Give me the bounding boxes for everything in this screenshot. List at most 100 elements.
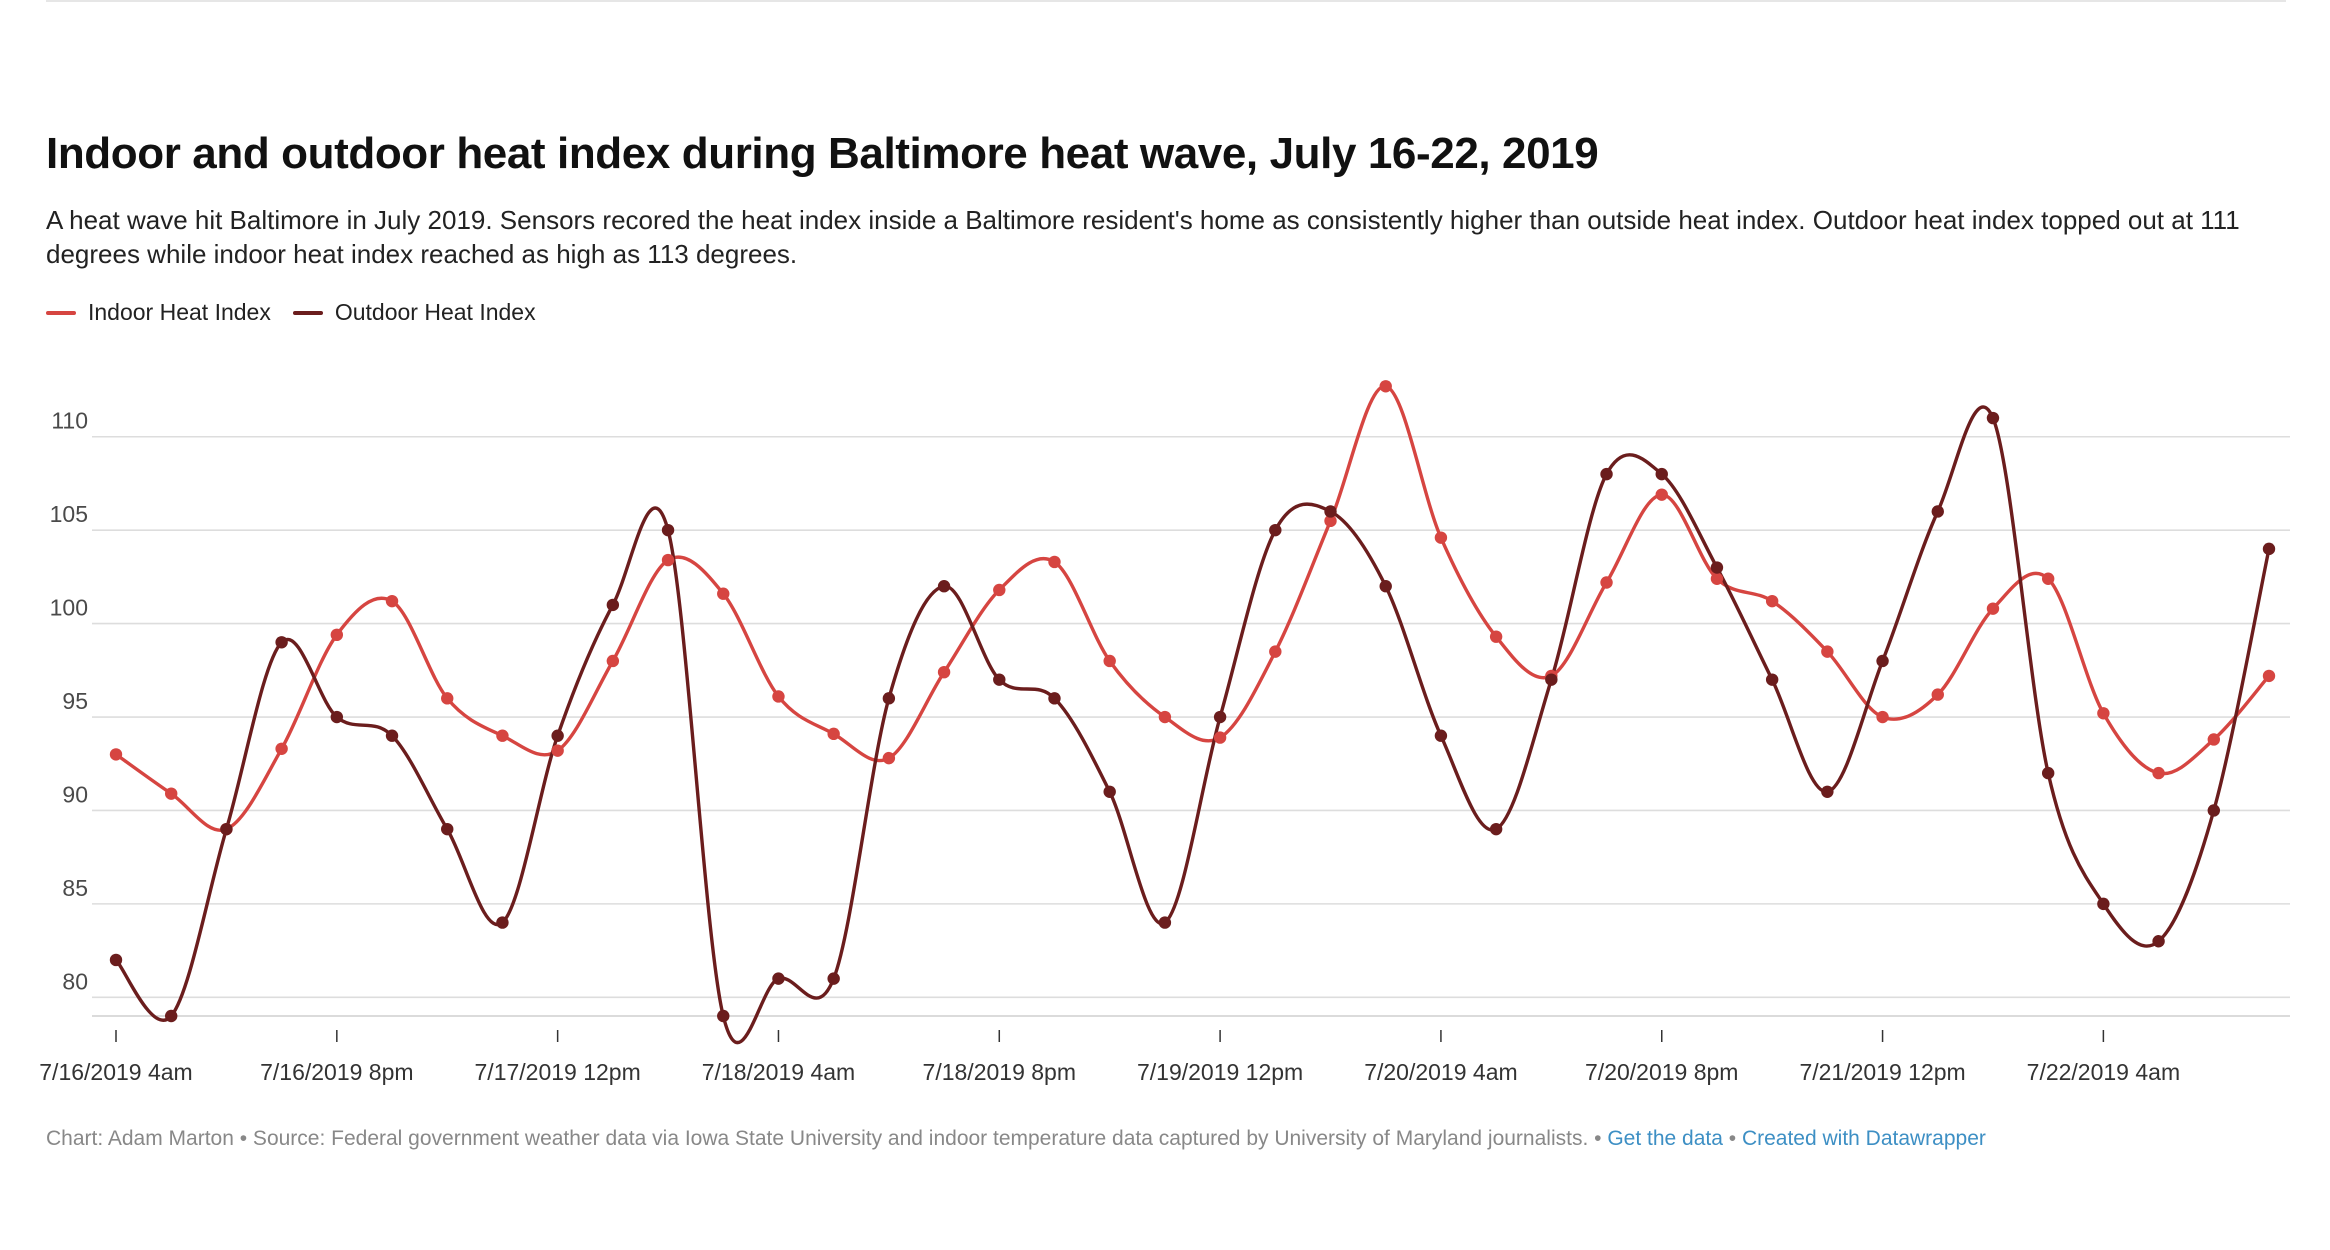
legend-item-indoor: Indoor Heat Index	[46, 299, 271, 326]
ytick-label-110: 110	[51, 408, 88, 434]
outdoor-point	[496, 916, 509, 929]
indoor-point	[1876, 710, 1889, 724]
ytick-label-90: 90	[62, 781, 88, 807]
indoor-point	[1103, 654, 1116, 668]
indoor-point	[275, 742, 288, 755]
indoor-point	[1379, 380, 1392, 393]
indoor-point	[1213, 731, 1227, 744]
outdoor-point	[1986, 411, 2000, 425]
datawrapper-link[interactable]: Created with Datawrapper	[1741, 1127, 1986, 1150]
indoor-point	[606, 654, 620, 668]
indoor-point	[2041, 572, 2055, 585]
indoor-point	[882, 751, 896, 765]
indoor-point	[1048, 555, 1061, 569]
indoor-point	[827, 727, 840, 741]
indoor-point	[717, 587, 730, 600]
outdoor-point	[1655, 467, 1668, 481]
ytick-label-80: 80	[62, 968, 88, 994]
indoor-point	[1158, 710, 1172, 724]
outdoor-point	[993, 673, 1006, 686]
indoor-point	[1600, 576, 1613, 589]
footer-separator: •	[1722, 1127, 1742, 1150]
indoor-point	[441, 692, 454, 705]
footer: Chart: Adam Marton • Source: Federal gov…	[46, 1127, 1986, 1151]
outdoor-point	[1103, 785, 1116, 798]
indoor-point	[1765, 594, 1779, 608]
outdoor-point	[772, 972, 785, 985]
outdoor-point	[2097, 897, 2110, 911]
legend-label-outdoor: Outdoor Heat Index	[334, 299, 536, 325]
outdoor-point	[2262, 542, 2276, 556]
outdoor-point	[551, 729, 564, 742]
outdoor-point	[1158, 916, 1172, 929]
get-data-link[interactable]: Get the data	[1607, 1127, 1723, 1150]
legend-swatch-outdoor	[292, 310, 323, 315]
outdoor-point	[2207, 804, 2220, 817]
outdoor-point	[2152, 935, 2165, 948]
outdoor-point	[109, 953, 123, 967]
indoor-point	[1655, 488, 1668, 501]
top-rule	[46, 0, 2286, 2]
legend-item-outdoor: Outdoor Heat Index	[292, 299, 536, 326]
xtick-label-3: 7/18/2019 4am	[702, 1059, 855, 1085]
indoor-point	[2207, 733, 2220, 746]
outdoor-point	[1434, 729, 1448, 742]
xtick-label-2: 7/17/2019 12pm	[475, 1059, 641, 1085]
indoor-line	[114, 384, 2271, 832]
outdoor-line	[114, 405, 2271, 1045]
outdoor-point	[1324, 505, 1337, 518]
indoor-point	[1986, 602, 2000, 615]
outdoor-point	[385, 729, 399, 742]
outdoor-point	[1489, 822, 1503, 836]
legend: Indoor Heat Index Outdoor Heat Index	[46, 299, 536, 326]
outdoor-point	[1048, 692, 1061, 705]
outdoor-point	[165, 1009, 178, 1023]
indoor-point	[496, 729, 509, 742]
outdoor-point	[1545, 673, 1558, 686]
outdoor-point	[1213, 710, 1227, 724]
indoor-point	[1710, 572, 1724, 585]
chart-title: Indoor and outdoor heat index during Bal…	[46, 129, 1599, 178]
indoor-point	[1821, 645, 1834, 658]
outdoor-point	[1600, 467, 1613, 481]
ytick-label-100: 100	[50, 595, 88, 621]
xtick-label-0: 7/16/2019 4am	[39, 1059, 192, 1085]
outdoor-point	[1710, 561, 1724, 574]
chart-subtitle: A heat wave hit Baltimore in July 2019. …	[46, 205, 2240, 269]
indoor-point	[1269, 645, 1282, 658]
xtick-label-9: 7/22/2019 4am	[2027, 1059, 2180, 1085]
outdoor-point	[441, 822, 454, 836]
outdoor-point	[882, 692, 896, 705]
footer-credit: Chart: Adam Marton • Source: Federal gov…	[46, 1127, 1608, 1150]
outdoor-point	[1821, 785, 1834, 798]
legend-swatch-indoor	[46, 310, 76, 315]
ytick-label-105: 105	[50, 501, 88, 527]
indoor-point	[2097, 707, 2110, 720]
indoor-point	[385, 594, 399, 608]
outdoor-point	[1765, 673, 1779, 686]
outdoor-point	[661, 523, 675, 537]
outdoor-point	[717, 1009, 730, 1023]
xtick-label-1: 7/16/2019 8pm	[260, 1059, 413, 1085]
outdoor-point	[220, 822, 233, 836]
outdoor-point	[275, 636, 288, 649]
indoor-point	[109, 748, 123, 761]
indoor-point	[2152, 766, 2165, 780]
outdoor-point	[937, 580, 951, 593]
indoor-point	[772, 690, 785, 703]
indoor-point	[937, 665, 951, 679]
outdoor-point	[1379, 580, 1392, 593]
outdoor-point	[606, 598, 620, 612]
ytick-label-95: 95	[62, 688, 88, 714]
xtick-label-8: 7/21/2019 12pm	[1799, 1059, 1965, 1085]
outdoor-point	[330, 710, 344, 724]
legend-label-indoor: Indoor Heat Index	[88, 299, 271, 325]
ytick-label-85: 85	[62, 875, 88, 901]
indoor-point	[1324, 514, 1337, 528]
outdoor-point	[2041, 766, 2055, 780]
outdoor-point	[1269, 523, 1282, 537]
indoor-point	[1434, 531, 1448, 544]
xtick-label-7: 7/20/2019 8pm	[1585, 1059, 1738, 1085]
indoor-point	[165, 787, 178, 800]
